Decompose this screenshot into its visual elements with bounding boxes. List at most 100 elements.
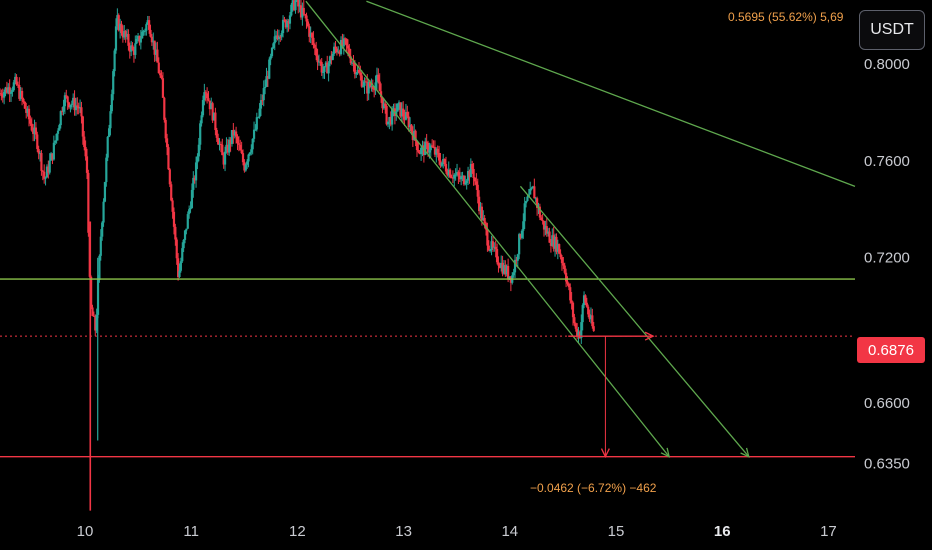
candle-body xyxy=(545,226,548,234)
candle-body xyxy=(171,200,174,212)
candle-body xyxy=(338,51,341,55)
candle-body xyxy=(276,35,279,40)
candle-body xyxy=(349,56,352,64)
candle-body xyxy=(45,166,49,178)
candle-body xyxy=(174,226,177,240)
candle-body xyxy=(27,108,31,120)
candle-body xyxy=(62,106,65,112)
candle-body xyxy=(138,35,141,43)
candle-body xyxy=(486,229,489,246)
candle-body xyxy=(408,124,412,128)
candle-body xyxy=(348,48,351,57)
candle-body xyxy=(324,62,327,67)
time-tick-label: 16 xyxy=(714,523,731,540)
candle-body xyxy=(319,61,322,63)
candle-body xyxy=(379,91,383,98)
candle-body xyxy=(194,162,198,181)
candle-body xyxy=(367,82,370,94)
candle-body xyxy=(201,100,205,116)
candle-body xyxy=(67,102,71,108)
candle-body xyxy=(388,117,391,122)
candle-body xyxy=(123,31,126,38)
candle-body xyxy=(472,168,475,178)
candle-body xyxy=(458,175,461,180)
candle-body xyxy=(219,144,223,146)
candle-body xyxy=(40,153,43,171)
candle-body xyxy=(131,45,134,51)
candle-body xyxy=(36,134,39,150)
candle-body xyxy=(150,36,153,43)
candle-body xyxy=(240,150,243,154)
candle-body xyxy=(233,131,236,136)
candle-body xyxy=(523,203,526,222)
candle-body xyxy=(449,169,452,178)
candle-body xyxy=(489,250,492,252)
candle-body xyxy=(91,307,94,316)
time-tick-label: 11 xyxy=(183,523,199,540)
candle-body xyxy=(139,38,142,43)
candle-body xyxy=(512,272,515,276)
candle-body xyxy=(145,24,148,31)
candle-body xyxy=(502,265,506,274)
candle-body xyxy=(101,222,104,237)
candle-body xyxy=(241,153,245,163)
candle-body xyxy=(148,20,151,30)
candle-body xyxy=(19,90,22,99)
candle-body xyxy=(130,45,133,52)
candle-body xyxy=(433,147,437,155)
candle-body xyxy=(396,103,399,112)
candle-body xyxy=(95,314,98,331)
candle-body xyxy=(513,259,517,273)
candle-body xyxy=(281,19,285,34)
candle-body xyxy=(366,81,369,94)
candle-body xyxy=(417,150,420,152)
candle-body xyxy=(264,86,267,89)
currency-button[interactable]: USDT xyxy=(859,10,925,50)
candle-body xyxy=(487,245,490,251)
candle-body xyxy=(400,108,403,117)
candle-body xyxy=(420,147,423,155)
candle-body xyxy=(577,331,580,337)
candle-body xyxy=(533,186,536,199)
candle-body xyxy=(457,172,460,176)
candle-body xyxy=(342,38,345,47)
candle-body xyxy=(175,239,178,259)
candle-body xyxy=(204,92,207,94)
candle-body xyxy=(360,75,363,87)
candle-body xyxy=(389,117,392,125)
candle-body xyxy=(280,33,283,37)
candle-body xyxy=(346,45,350,49)
candle-body xyxy=(313,44,316,48)
candle-body xyxy=(392,108,395,110)
candle-body xyxy=(578,331,582,339)
drop-arrowhead xyxy=(600,448,610,459)
candle-body xyxy=(570,300,573,303)
candle-body xyxy=(309,33,312,37)
candle-body xyxy=(99,236,102,256)
candle-body xyxy=(92,315,95,317)
candle-body xyxy=(37,149,40,154)
candle-body xyxy=(146,20,149,25)
time-axis[interactable]: 10 11 12 13 14 15 16 17 xyxy=(77,523,837,540)
candle-body xyxy=(44,177,47,179)
candle-body xyxy=(531,186,535,189)
candle-body xyxy=(78,107,82,109)
candle-body xyxy=(567,283,570,288)
candle-body xyxy=(363,81,366,86)
candle-body xyxy=(181,248,184,262)
candle-body xyxy=(114,26,118,51)
candle-body xyxy=(247,154,250,162)
candle-body xyxy=(505,265,508,275)
time-tick-label: 10 xyxy=(77,523,94,540)
candle-body xyxy=(573,317,576,324)
candle-body xyxy=(368,82,372,87)
candle-body xyxy=(516,254,519,261)
candle-body xyxy=(352,62,355,64)
candle-body xyxy=(164,119,167,139)
candle-body xyxy=(136,35,140,39)
candle-body xyxy=(248,152,252,155)
candle-body xyxy=(117,15,120,31)
price-axis[interactable]: 0.8000 0.7600 0.7200 0.6600 0.6350 xyxy=(864,56,910,472)
